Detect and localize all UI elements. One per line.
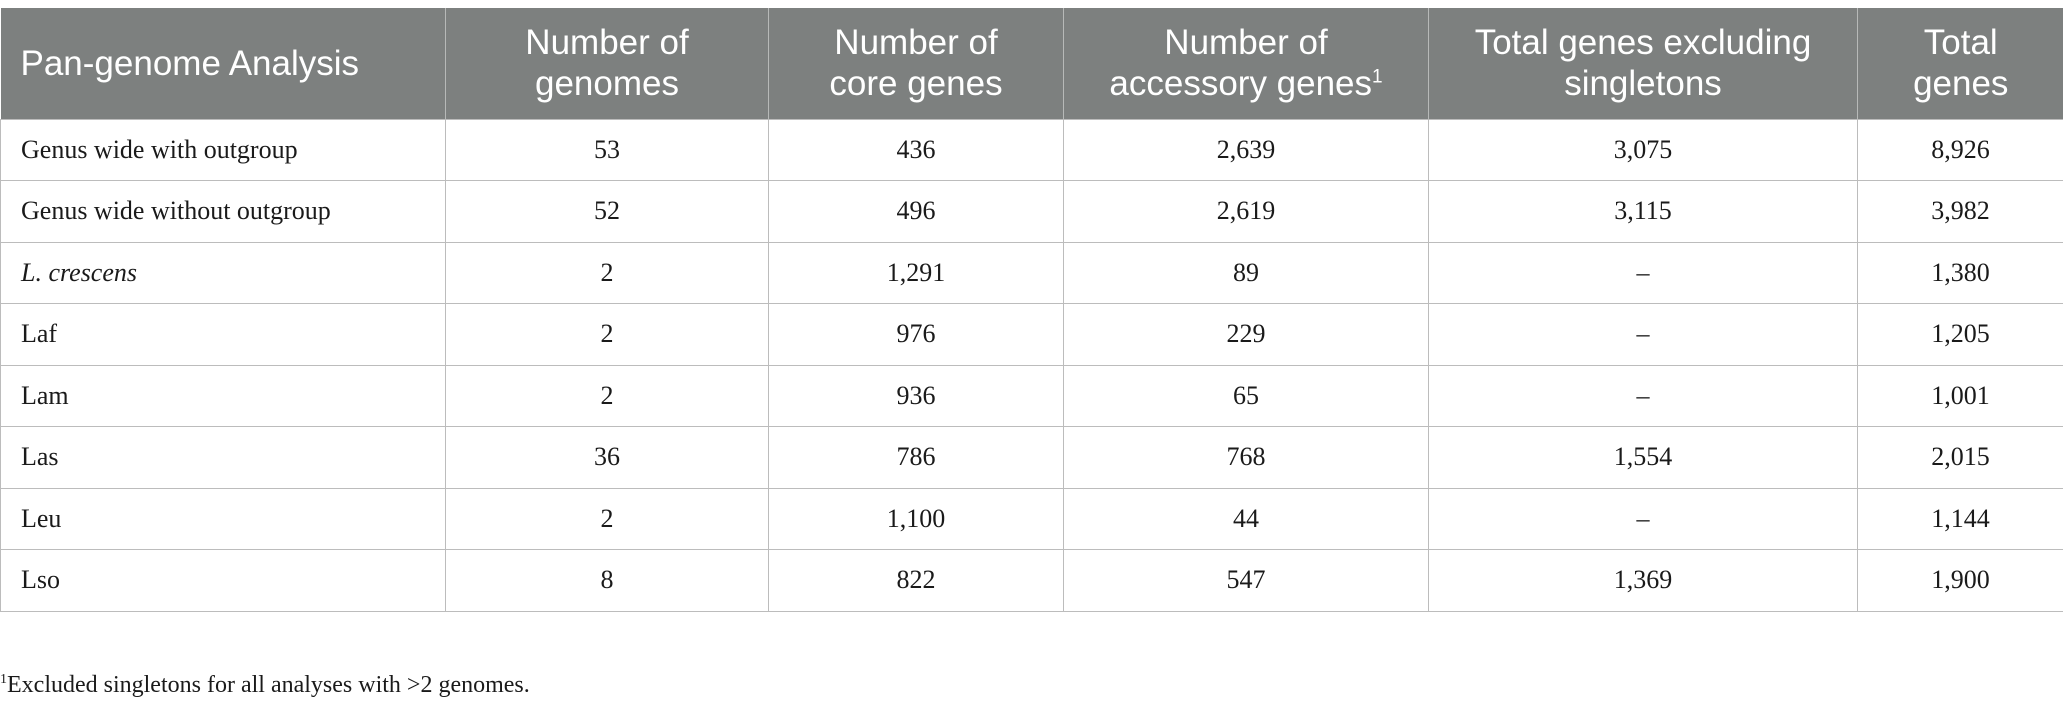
header-label-line2: accessory genes (1109, 64, 1373, 104)
cell-analysis: Lso (0, 549, 446, 612)
footnote-text: Excluded singletons for all analyses wit… (7, 672, 530, 698)
cell-excl-singletons: – (1428, 241, 1858, 304)
cell-accessory-genes: 89 (1063, 241, 1429, 304)
table-row: Leu 2 1,100 44 – 1,144 (0, 487, 2063, 550)
cell-accessory-genes: 2,619 (1063, 180, 1429, 243)
cell-excl-singletons: – (1428, 303, 1858, 366)
header-number-of-core-genes: Number of core genes (768, 8, 1064, 119)
cell-genomes: 2 (445, 364, 769, 427)
cell-core-genes: 976 (768, 303, 1064, 366)
cell-total-genes: 1,380 (1857, 241, 2063, 304)
cell-core-genes: 1,100 (768, 487, 1064, 550)
header-label-line2: genomes (535, 64, 679, 104)
header-label-line1: Total genes excluding (1474, 23, 1812, 63)
cell-excl-singletons: 3,075 (1428, 118, 1858, 181)
cell-excl-singletons: – (1428, 487, 1858, 550)
table-body: Genus wide with outgroup 53 436 2,639 3,… (0, 118, 2063, 612)
cell-core-genes: 436 (768, 118, 1064, 181)
header-number-of-genomes: Number of genomes (445, 8, 769, 119)
cell-excl-singletons: – (1428, 364, 1858, 427)
cell-accessory-genes: 229 (1063, 303, 1429, 366)
cell-genomes: 8 (445, 549, 769, 612)
pan-genome-table: Pan-genome Analysis Number of genomes Num… (0, 8, 2063, 612)
header-label: Pan-genome Analysis (20, 43, 360, 83)
header-pan-genome-analysis: Pan-genome Analysis (0, 8, 446, 119)
cell-analysis: Las (0, 426, 446, 489)
header-label-line1: Number of (1164, 23, 1328, 63)
cell-core-genes: 496 (768, 180, 1064, 243)
header-total-genes-excluding-singletons: Total genes excluding singletons (1428, 8, 1858, 119)
cell-total-genes: 8,926 (1857, 118, 2063, 181)
table-footnote: 1Excluded singletons for all analyses wi… (0, 672, 530, 699)
header-number-of-accessory-genes: Number of accessory genes1 (1063, 8, 1429, 119)
cell-analysis: Lam (0, 364, 446, 427)
table-row: Las 36 786 768 1,554 2,015 (0, 426, 2063, 489)
cell-genomes: 53 (445, 118, 769, 181)
cell-analysis: L. crescens (0, 241, 446, 304)
cell-core-genes: 1,291 (768, 241, 1064, 304)
header-label-line2: core genes (829, 64, 1003, 104)
footnote-marker: 1 (1372, 66, 1383, 88)
cell-total-genes: 1,001 (1857, 364, 2063, 427)
header-row: Pan-genome Analysis Number of genomes Num… (0, 8, 2063, 119)
header-label-line1: Number of (525, 23, 689, 63)
cell-accessory-genes: 44 (1063, 487, 1429, 550)
table-header: Pan-genome Analysis Number of genomes Num… (0, 8, 2063, 119)
header-total-genes: Total genes (1857, 8, 2063, 119)
cell-total-genes: 1,900 (1857, 549, 2063, 612)
cell-accessory-genes: 65 (1063, 364, 1429, 427)
cell-core-genes: 936 (768, 364, 1064, 427)
table-row: L. crescens 2 1,291 89 – 1,380 (0, 241, 2063, 304)
cell-excl-singletons: 1,554 (1428, 426, 1858, 489)
cell-analysis: Leu (0, 487, 446, 550)
cell-analysis: Genus wide without outgroup (0, 180, 446, 243)
table-row: Genus wide without outgroup 52 496 2,619… (0, 180, 2063, 243)
cell-genomes: 2 (445, 487, 769, 550)
table-row: Lso 8 822 547 1,369 1,900 (0, 549, 2063, 612)
cell-total-genes: 1,205 (1857, 303, 2063, 366)
cell-analysis: Genus wide with outgroup (0, 118, 446, 181)
cell-genomes: 2 (445, 303, 769, 366)
header-label-line2: genes (1913, 64, 2009, 104)
pan-genome-table-container: Pan-genome Analysis Number of genomes Num… (0, 8, 2063, 612)
cell-accessory-genes: 547 (1063, 549, 1429, 612)
cell-accessory-genes: 2,639 (1063, 118, 1429, 181)
cell-total-genes: 2,015 (1857, 426, 2063, 489)
cell-analysis: Laf (0, 303, 446, 366)
table-row: Laf 2 976 229 – 1,205 (0, 303, 2063, 366)
cell-total-genes: 1,144 (1857, 487, 2063, 550)
header-label-line1: Number of (834, 23, 998, 63)
cell-accessory-genes: 768 (1063, 426, 1429, 489)
cell-genomes: 36 (445, 426, 769, 489)
cell-excl-singletons: 3,115 (1428, 180, 1858, 243)
footnote-marker: 1 (0, 672, 7, 687)
cell-core-genes: 786 (768, 426, 1064, 489)
header-label-line1: Total (1923, 23, 1998, 63)
cell-core-genes: 822 (768, 549, 1064, 612)
table-row: Genus wide with outgroup 53 436 2,639 3,… (0, 118, 2063, 181)
cell-genomes: 2 (445, 241, 769, 304)
cell-total-genes: 3,982 (1857, 180, 2063, 243)
cell-excl-singletons: 1,369 (1428, 549, 1858, 612)
table-row: Lam 2 936 65 – 1,001 (0, 364, 2063, 427)
cell-genomes: 52 (445, 180, 769, 243)
header-label-line2: singletons (1564, 64, 1722, 104)
